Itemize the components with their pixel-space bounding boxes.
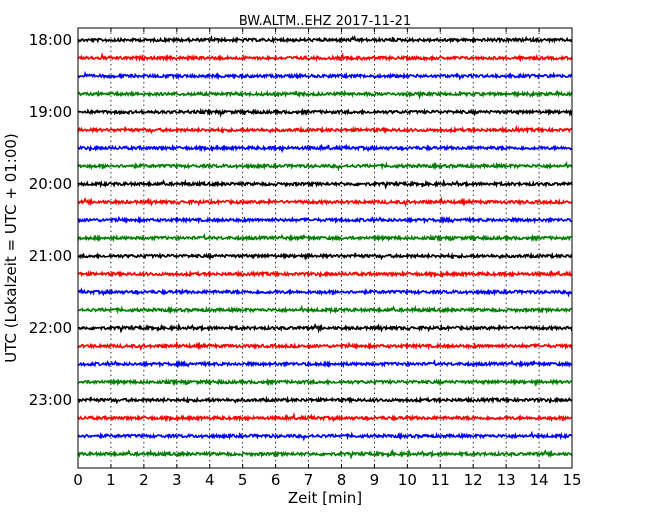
x-tick-label: 1: [106, 471, 116, 489]
trace-1845: [77, 89, 573, 100]
trace-2100: [77, 251, 573, 261]
y-tick-label: 20:00: [29, 175, 72, 193]
y-tick-label: 22:00: [29, 319, 72, 337]
trace-2045: [77, 233, 573, 243]
x-tick-label: 0: [73, 471, 83, 489]
trace-2245: [77, 377, 573, 387]
x-axis-label: Zeit [min]: [288, 489, 362, 507]
trace-1800: [77, 34, 573, 45]
trace-1945: [77, 160, 573, 172]
plot-frame: [77, 27, 573, 469]
y-axis-label: UTC (Lokalzeit = UTC + 01:00): [2, 133, 20, 363]
x-tick-label: 12: [464, 471, 483, 489]
y-tick-label: 23:00: [29, 391, 72, 409]
seismogram-traces: [77, 34, 573, 460]
x-tick-label: 3: [172, 471, 182, 489]
trace-2230: [77, 359, 573, 369]
trace-2145: [77, 304, 573, 315]
x-tick-label: 6: [271, 471, 281, 489]
trace-2300: [77, 395, 573, 405]
trace-1815: [77, 51, 573, 63]
x-tick-label: 7: [304, 471, 314, 489]
x-axis: 0 1 2 3 4 5 6 7 8 9 10 11 12 13 14 15: [73, 28, 582, 489]
trace-2030: [77, 215, 573, 225]
y-tick-label: 21:00: [29, 247, 72, 265]
x-tick-label: 8: [337, 471, 347, 489]
y-axis: 18:00 19:00 20:00 21:00 22:00 23:00: [29, 31, 572, 409]
trace-2215: [77, 340, 573, 352]
trace-1930: [77, 143, 573, 154]
trace-2015: [77, 196, 573, 208]
x-tick-label: 5: [238, 471, 248, 489]
trace-2115: [77, 269, 573, 279]
trace-1915: [77, 124, 573, 135]
x-tick-label: 14: [530, 471, 549, 489]
trace-2345: [77, 448, 573, 460]
y-tick-label: 18:00: [29, 31, 72, 49]
x-tick-label: 10: [398, 471, 417, 489]
x-tick-label: 15: [562, 471, 581, 489]
x-tick-label: 13: [497, 471, 516, 489]
trace-2000: [77, 178, 573, 190]
trace-2330: [77, 430, 573, 442]
x-tick-label: 9: [370, 471, 380, 489]
trace-2200: [77, 323, 573, 334]
x-tick-label: 4: [205, 471, 215, 489]
chart-title: BW.ALTM..EHZ 2017-11-21: [239, 14, 411, 29]
x-tick-label: 2: [139, 471, 149, 489]
trace-1830: [77, 70, 573, 81]
x-tick-label: 11: [431, 471, 450, 489]
x-grid: [110, 28, 540, 468]
trace-2130: [77, 287, 573, 298]
trace-1900: [77, 107, 573, 118]
y-tick-label: 19:00: [29, 103, 72, 121]
trace-2315: [77, 411, 573, 423]
